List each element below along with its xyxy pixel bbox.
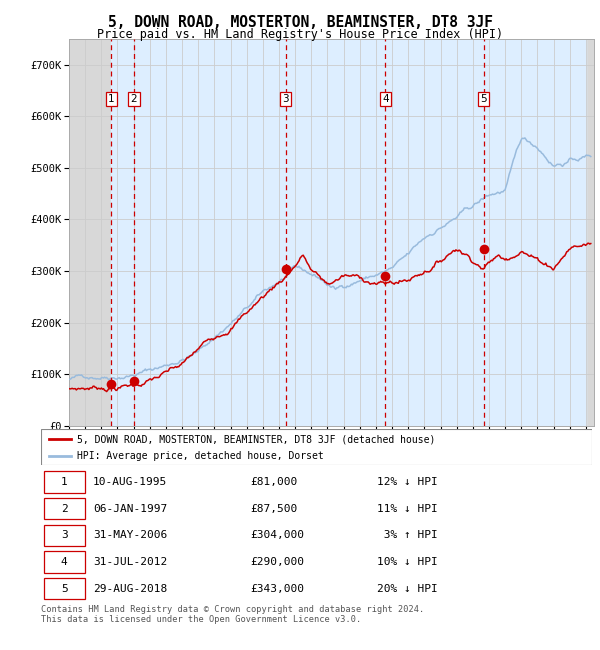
- FancyBboxPatch shape: [44, 551, 85, 573]
- Text: 31-MAY-2006: 31-MAY-2006: [93, 530, 167, 540]
- FancyBboxPatch shape: [44, 471, 85, 493]
- Text: 29-AUG-2018: 29-AUG-2018: [93, 584, 167, 593]
- Text: 20% ↓ HPI: 20% ↓ HPI: [377, 584, 437, 593]
- FancyBboxPatch shape: [44, 578, 85, 599]
- Text: Contains HM Land Registry data © Crown copyright and database right 2024.
This d: Contains HM Land Registry data © Crown c…: [41, 604, 424, 624]
- Text: £81,000: £81,000: [250, 477, 298, 487]
- Text: 31-JUL-2012: 31-JUL-2012: [93, 557, 167, 567]
- Text: 2: 2: [61, 504, 68, 514]
- FancyBboxPatch shape: [41, 429, 592, 465]
- Bar: [69, 39, 111, 426]
- Text: £343,000: £343,000: [250, 584, 304, 593]
- FancyBboxPatch shape: [44, 498, 85, 519]
- Text: 3% ↑ HPI: 3% ↑ HPI: [377, 530, 437, 540]
- Text: 5, DOWN ROAD, MOSTERTON, BEAMINSTER, DT8 3JF: 5, DOWN ROAD, MOSTERTON, BEAMINSTER, DT8…: [107, 15, 493, 30]
- Bar: [484, 39, 586, 426]
- Text: 3: 3: [61, 530, 68, 540]
- Text: 4: 4: [382, 94, 389, 104]
- Text: £304,000: £304,000: [250, 530, 304, 540]
- Bar: [586, 39, 594, 426]
- Text: 3: 3: [283, 94, 289, 104]
- Text: 5, DOWN ROAD, MOSTERTON, BEAMINSTER, DT8 3JF (detached house): 5, DOWN ROAD, MOSTERTON, BEAMINSTER, DT8…: [77, 434, 435, 444]
- Text: 11% ↓ HPI: 11% ↓ HPI: [377, 504, 437, 514]
- Text: £290,000: £290,000: [250, 557, 304, 567]
- Bar: [134, 39, 286, 426]
- Text: 4: 4: [61, 557, 68, 567]
- Text: 10-AUG-1995: 10-AUG-1995: [93, 477, 167, 487]
- Bar: [286, 39, 385, 426]
- Text: 2: 2: [131, 94, 137, 104]
- Bar: [111, 39, 134, 426]
- Text: 06-JAN-1997: 06-JAN-1997: [93, 504, 167, 514]
- Text: HPI: Average price, detached house, Dorset: HPI: Average price, detached house, Dors…: [77, 451, 323, 461]
- Text: 5: 5: [61, 584, 68, 593]
- Text: £87,500: £87,500: [250, 504, 298, 514]
- FancyBboxPatch shape: [44, 525, 85, 546]
- Text: 10% ↓ HPI: 10% ↓ HPI: [377, 557, 437, 567]
- Bar: [385, 39, 484, 426]
- Text: 5: 5: [480, 94, 487, 104]
- Text: 1: 1: [61, 477, 68, 487]
- Text: 12% ↓ HPI: 12% ↓ HPI: [377, 477, 437, 487]
- Text: 1: 1: [108, 94, 115, 104]
- Text: Price paid vs. HM Land Registry's House Price Index (HPI): Price paid vs. HM Land Registry's House …: [97, 28, 503, 41]
